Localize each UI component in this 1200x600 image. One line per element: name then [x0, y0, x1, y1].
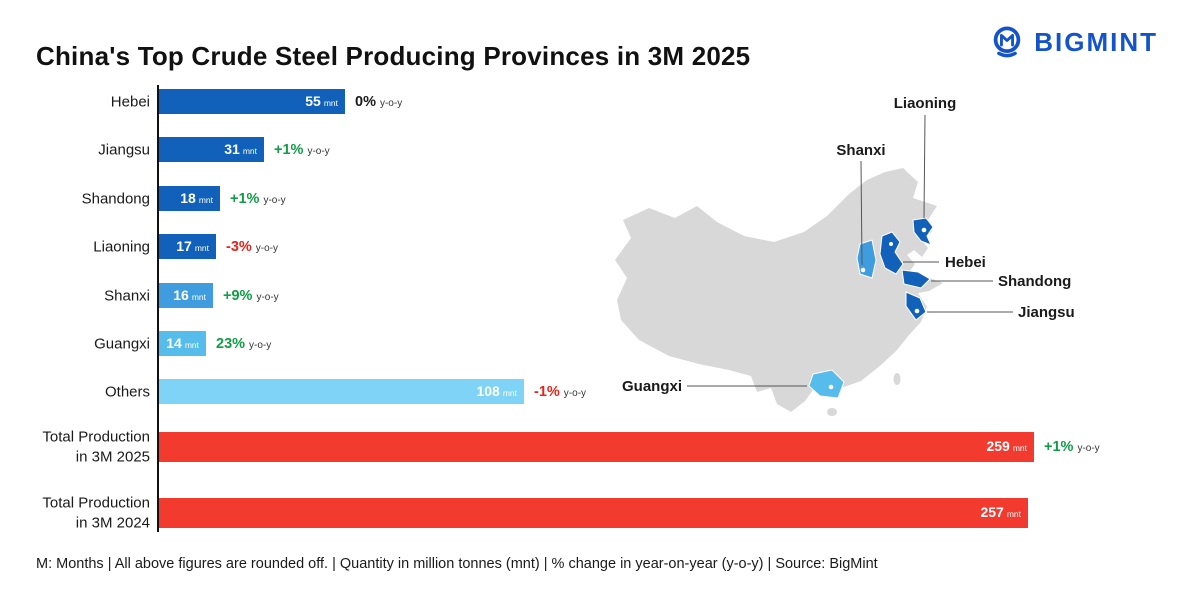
bar-value-guangxi: 14 mnt: [166, 334, 199, 351]
bar-value-total-production-in-3m-2025: 259 mnt: [986, 438, 1027, 454]
bar-label-guangxi: Guangxi: [94, 334, 150, 352]
bar-value-total-production-in-3m-2024: 257 mnt: [980, 504, 1021, 520]
bar-total-production-in-3m-2024: 257 mnt: [159, 498, 1028, 528]
bar-hebei: 55 mnt: [159, 89, 345, 114]
bar-label-shandong: Shandong: [81, 189, 150, 207]
footnote: M: Months | All above figures are rounde…: [36, 556, 878, 572]
bar-value-shanxi: 16 mnt: [173, 286, 206, 303]
bar-label-total-production-in-3m-2025: Total Production in 3M 2025: [42, 428, 150, 466]
bar-label-shanxi: Shanxi: [104, 286, 150, 304]
bar-value-jiangsu: 31 mnt: [224, 140, 257, 157]
page-title: China's Top Crude Steel Producing Provin…: [36, 41, 751, 72]
bigmint-logo-icon: [993, 26, 1021, 58]
bar-label-total-production-in-3m-2024: Total Production in 3M 2024: [42, 494, 150, 532]
bar-value-others: 108 mnt: [476, 382, 517, 399]
pct-change-shandong: +1% y-o-y: [230, 190, 286, 207]
logo: BIGMINT: [989, 24, 1158, 60]
bar-shandong: 18 mnt: [159, 186, 220, 211]
pct-change-hebei: 0% y-o-y: [355, 93, 403, 110]
bar-liaoning: 17 mnt: [159, 234, 216, 259]
logo-text: BIGMINT: [1034, 26, 1158, 57]
pct-change-total-production-in-3m-2025: +1% y-o-y: [1044, 439, 1100, 455]
bar-guangxi: 14 mnt: [159, 331, 206, 356]
pct-change-others: -1% y-o-y: [534, 383, 587, 400]
bar-label-jiangsu: Jiangsu: [98, 140, 150, 158]
bar-value-shandong: 18 mnt: [180, 189, 213, 206]
bar-others: 108 mnt: [159, 379, 524, 404]
bar-jiangsu: 31 mnt: [159, 137, 264, 162]
bar-value-hebei: 55 mnt: [305, 92, 338, 109]
pct-change-jiangsu: +1% y-o-y: [274, 141, 330, 158]
bar-shanxi: 16 mnt: [159, 283, 213, 308]
pct-change-shanxi: +9% y-o-y: [223, 287, 279, 304]
bar-value-liaoning: 17 mnt: [176, 237, 209, 254]
bar-total-production-in-3m-2025: 259 mnt: [159, 432, 1034, 462]
bar-label-hebei: Hebei: [110, 92, 150, 110]
pct-change-guangxi: 23% y-o-y: [216, 335, 272, 352]
chart-axis-line: [157, 85, 159, 532]
bar-label-liaoning: Liaoning: [93, 237, 150, 255]
pct-change-liaoning: -3% y-o-y: [226, 238, 279, 255]
bar-label-others: Others: [104, 382, 150, 400]
